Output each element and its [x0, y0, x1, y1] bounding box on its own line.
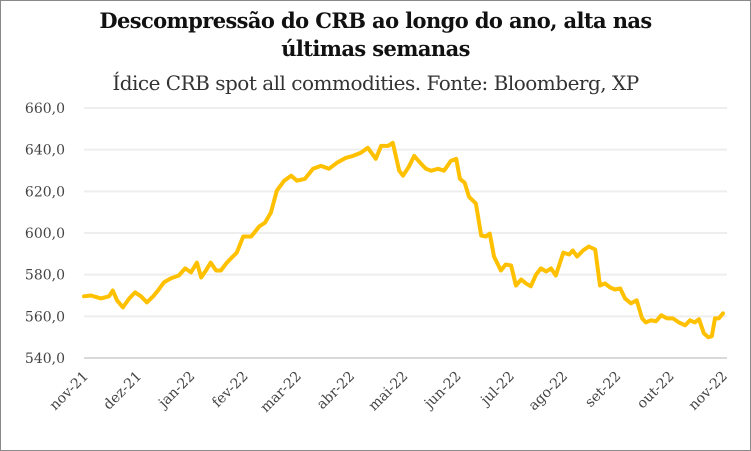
x-tick-label: dez-21 [100, 369, 145, 414]
y-tick-label: 560,0 [25, 309, 65, 325]
x-tick-label: jul-22 [477, 369, 518, 410]
chart-subtitle: Ídice CRB spot all commodities. Fonte: B… [112, 71, 639, 95]
x-tick-label: jun-22 [420, 369, 464, 413]
x-tick-label: out-22 [634, 369, 678, 413]
series-line-crb-spot [82, 140, 725, 340]
x-tick-label: set-22 [582, 369, 624, 411]
y-tick-label: 580,0 [25, 268, 65, 284]
x-tick-label: jan-22 [154, 369, 198, 413]
y-tick-label: 540,0 [25, 351, 65, 367]
x-tick-label: mar-22 [258, 369, 305, 416]
chart-title-line1: Descompressão do CRB ao longo do ano, al… [99, 8, 652, 33]
x-tick-label: fev-22 [209, 369, 251, 411]
x-tick-label: nov-22 [686, 369, 731, 414]
chart-title-line2: últimas semanas [281, 36, 470, 61]
y-tick-label: 600,0 [25, 226, 65, 242]
x-tick-label: abr-22 [314, 369, 358, 413]
y-tick-label: 640,0 [25, 143, 65, 159]
chart-title: Descompressão do CRB ao longo do ano, al… [1, 7, 750, 63]
y-tick-label: 660,0 [25, 101, 65, 117]
x-tick-label: ago-22 [526, 369, 571, 414]
y-tick-label: 620,0 [25, 184, 65, 200]
x-tick-label: mai-22 [366, 369, 412, 415]
x-tick-label: nov-21 [47, 369, 92, 414]
